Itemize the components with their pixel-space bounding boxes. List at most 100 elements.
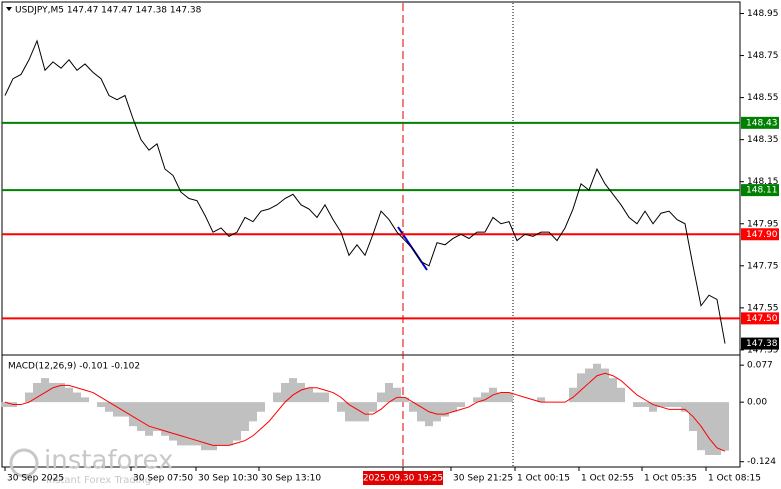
histogram-bar xyxy=(33,382,41,403)
histogram-bar xyxy=(345,402,353,422)
histogram-bar xyxy=(353,402,361,422)
histogram-bar xyxy=(137,402,145,431)
histogram-bar xyxy=(577,373,585,403)
histogram-bar xyxy=(593,363,601,403)
histogram-bar xyxy=(721,402,729,451)
histogram-bar xyxy=(433,402,441,422)
y-tick-label: 147.55 xyxy=(747,303,779,313)
y-tick-label: 148.15 xyxy=(747,177,779,187)
level-label-box xyxy=(741,184,779,197)
histogram-bar xyxy=(257,402,265,412)
histogram-bar xyxy=(457,402,465,407)
histogram-bar xyxy=(473,397,481,403)
histogram-bar xyxy=(225,402,233,446)
histogram-bar xyxy=(25,392,33,403)
level-label: 148.43 xyxy=(746,118,778,128)
x-tick-label: 30 Sep 07:50 xyxy=(133,474,193,484)
histogram-bar xyxy=(585,368,593,403)
x-tick-label: 2025.09.30 19:25 xyxy=(363,474,443,484)
histogram-bar xyxy=(113,402,121,417)
histogram-bar xyxy=(193,402,201,446)
x-tick-label: 30 Sep 13:10 xyxy=(261,474,321,484)
level-label-box xyxy=(741,228,779,241)
histogram-bar xyxy=(337,402,345,412)
signal-line xyxy=(4,372,726,452)
watermark-tagline: Instant Forex Trading xyxy=(46,475,151,486)
histogram-bar xyxy=(409,402,417,412)
histogram-bar xyxy=(305,387,313,403)
level-label-box xyxy=(741,312,779,325)
histogram-bar xyxy=(449,402,457,412)
histogram-bar xyxy=(665,402,673,407)
histogram-bar xyxy=(185,402,193,446)
histogram-bar xyxy=(537,397,545,403)
histogram-bar xyxy=(273,392,281,403)
watermark-brand: instaforex xyxy=(44,446,173,476)
y-tick-label: 147.35 xyxy=(747,345,779,355)
histogram-bar xyxy=(569,387,577,403)
histogram-bar xyxy=(217,402,225,446)
price-label-box xyxy=(741,337,779,350)
level-label: 147.90 xyxy=(746,230,778,240)
histogram-bar xyxy=(41,378,49,403)
histogram-bar xyxy=(681,402,689,412)
symbol-icon xyxy=(6,7,12,11)
price-label: 147.38 xyxy=(746,339,778,349)
histogram-bar xyxy=(401,397,409,403)
price-line xyxy=(4,39,726,344)
histogram-bar xyxy=(233,402,241,441)
histogram-bar xyxy=(289,378,297,403)
x-tick-label: 30 Sep 10:30 xyxy=(198,474,258,484)
y-tick-label: 148.35 xyxy=(747,135,779,145)
histogram-bar xyxy=(49,382,57,403)
histogram-bar xyxy=(713,402,721,455)
y-tick-label: 147.95 xyxy=(747,219,779,229)
histogram-bar xyxy=(201,402,209,451)
level-label-box xyxy=(741,116,779,129)
histogram-bar xyxy=(361,402,369,422)
histogram-bar xyxy=(57,382,65,403)
histogram-bar xyxy=(417,402,425,422)
histogram-bar xyxy=(153,402,161,431)
histogram-bar xyxy=(241,402,249,431)
histogram-bar xyxy=(129,402,137,427)
y-tick-label: 148.55 xyxy=(747,93,779,103)
x-tick-label: 30 Sep 2025 xyxy=(7,474,64,484)
histogram-bar xyxy=(169,402,177,441)
chart-title: USDJPY,M5 147.47 147.47 147.38 147.38 xyxy=(15,6,202,16)
x-tick-highlight xyxy=(363,471,443,485)
histogram-bar xyxy=(641,402,649,407)
histogram-bar xyxy=(81,397,89,403)
histogram-bar xyxy=(281,382,289,403)
histogram-bar xyxy=(441,402,449,417)
histogram-bar xyxy=(481,392,489,403)
histogram-bar xyxy=(97,402,105,407)
x-tick-label: 1 Oct 00:15 xyxy=(517,474,570,484)
y-tick-label: 148.95 xyxy=(747,9,779,19)
y-tick-label: 0.077 xyxy=(747,361,773,371)
histogram-bar xyxy=(497,392,505,403)
histogram-bar xyxy=(377,392,385,403)
histogram-bar xyxy=(321,392,329,403)
histogram-bar xyxy=(601,368,609,403)
y-tick-label: 0.00 xyxy=(747,398,767,408)
histogram-bar xyxy=(633,402,641,407)
histogram-bar xyxy=(393,387,401,403)
histogram-bar xyxy=(65,387,73,403)
x-tick-label: 1 Oct 05:35 xyxy=(644,474,697,484)
histogram-bar xyxy=(657,402,665,407)
histogram-bar xyxy=(609,378,617,403)
histogram-bar xyxy=(209,402,217,451)
histogram-bar xyxy=(1,402,9,407)
histogram-bar xyxy=(177,402,185,446)
histogram-bar xyxy=(705,402,713,455)
histogram-bar xyxy=(425,402,433,427)
histogram-bar xyxy=(385,382,393,403)
histogram-bar xyxy=(649,402,657,412)
histogram-bar xyxy=(617,387,625,403)
y-tick-label: 147.75 xyxy=(747,261,779,271)
y-tick-label: -0.124 xyxy=(747,457,776,467)
histogram-bar xyxy=(249,402,257,422)
